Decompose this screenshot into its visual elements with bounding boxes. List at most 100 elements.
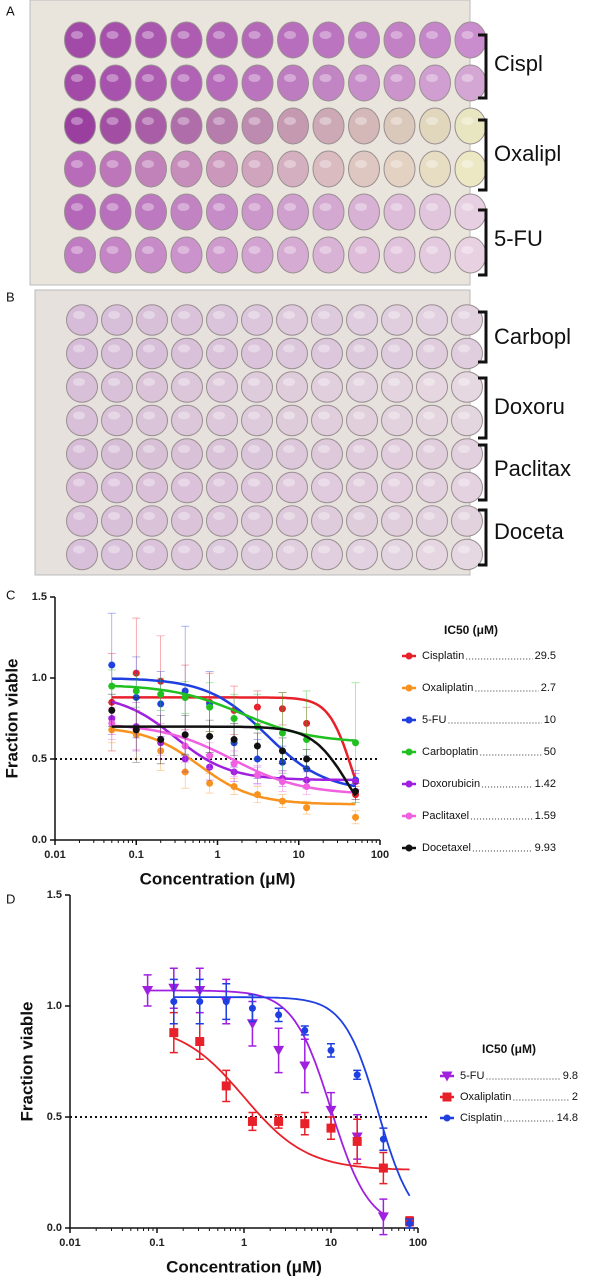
fit-curve bbox=[111, 724, 356, 794]
panel-label: D bbox=[6, 891, 15, 906]
x-tick-label: 0.01 bbox=[44, 849, 65, 861]
well bbox=[241, 438, 273, 470]
well bbox=[136, 304, 168, 336]
well-highlight bbox=[73, 512, 85, 520]
well-highlight bbox=[461, 203, 474, 211]
y-tick-label: 0.0 bbox=[47, 1222, 62, 1234]
well bbox=[451, 505, 483, 537]
well-highlight bbox=[388, 344, 400, 353]
data-point bbox=[327, 1046, 335, 1054]
well-highlight bbox=[73, 411, 85, 420]
well bbox=[101, 337, 133, 370]
well bbox=[454, 236, 487, 274]
well bbox=[66, 438, 98, 470]
well bbox=[64, 150, 96, 188]
panel-label: B bbox=[6, 289, 15, 304]
y-tick-label: 1.5 bbox=[47, 889, 62, 901]
well-highlight bbox=[108, 311, 120, 319]
y-tick-label: 1.0 bbox=[32, 672, 47, 684]
well-highlight bbox=[284, 203, 296, 211]
well-highlight bbox=[318, 545, 330, 554]
well-highlight bbox=[213, 203, 225, 211]
well-highlight bbox=[142, 246, 154, 254]
well bbox=[416, 505, 448, 537]
well-highlight bbox=[143, 445, 155, 453]
well-highlight bbox=[213, 246, 225, 254]
well bbox=[346, 304, 378, 336]
data-point bbox=[299, 1061, 311, 1072]
y-tick-label: 0.5 bbox=[47, 1111, 62, 1123]
well-highlight bbox=[353, 344, 365, 353]
plate-label: Cispl bbox=[494, 51, 543, 76]
well-highlight bbox=[213, 545, 225, 554]
well-highlight bbox=[426, 74, 438, 82]
well-highlight bbox=[106, 246, 119, 254]
well-highlight bbox=[73, 311, 85, 319]
well-highlight bbox=[142, 117, 154, 125]
data-point bbox=[142, 985, 154, 996]
well-highlight bbox=[178, 545, 190, 554]
well bbox=[311, 404, 343, 437]
data-point bbox=[253, 742, 261, 750]
legend-ic50: 29.5 bbox=[535, 650, 556, 662]
legend-ic50: 1.42 bbox=[535, 778, 556, 790]
well bbox=[348, 64, 380, 102]
legend-title: IC50 (μM) bbox=[444, 623, 498, 637]
well-highlight bbox=[143, 478, 155, 487]
well bbox=[311, 538, 343, 571]
well bbox=[136, 538, 168, 571]
data-point bbox=[405, 812, 413, 820]
well-highlight bbox=[248, 203, 261, 211]
fit-curve bbox=[173, 1037, 410, 1171]
well bbox=[451, 371, 483, 403]
well-highlight bbox=[390, 117, 403, 125]
data-point bbox=[303, 755, 311, 763]
well bbox=[99, 193, 132, 231]
well bbox=[451, 304, 483, 336]
well-highlight bbox=[71, 117, 83, 125]
data-point bbox=[132, 687, 140, 695]
well-highlight bbox=[388, 411, 400, 420]
well-highlight bbox=[319, 74, 332, 82]
data-point bbox=[377, 1212, 389, 1223]
well-highlight bbox=[248, 31, 261, 39]
x-tick-label: 100 bbox=[409, 1237, 427, 1249]
data-point bbox=[108, 682, 116, 690]
well-highlight bbox=[355, 246, 367, 254]
legend-title: IC50 (μM) bbox=[482, 1042, 536, 1056]
well-highlight bbox=[177, 246, 190, 254]
well-highlight bbox=[177, 74, 190, 82]
well bbox=[419, 64, 451, 102]
well-highlight bbox=[213, 378, 225, 386]
well bbox=[381, 337, 413, 370]
well-highlight bbox=[248, 160, 261, 168]
well bbox=[381, 404, 413, 437]
legend-name: Cisplatin bbox=[460, 1112, 502, 1124]
well bbox=[66, 505, 98, 537]
well-highlight bbox=[318, 411, 330, 420]
well bbox=[419, 21, 451, 59]
data-point bbox=[274, 1116, 284, 1126]
well-highlight bbox=[213, 31, 225, 39]
well bbox=[135, 193, 167, 231]
well bbox=[136, 371, 168, 403]
well bbox=[277, 107, 309, 145]
well-highlight bbox=[143, 378, 155, 386]
legend-name: Oxaliplatin bbox=[422, 682, 473, 694]
well-highlight bbox=[248, 512, 260, 520]
well bbox=[241, 107, 274, 145]
well-highlight bbox=[423, 378, 435, 386]
well-highlight bbox=[71, 203, 83, 211]
data-point bbox=[157, 736, 165, 744]
data-point bbox=[206, 703, 214, 711]
legend-name: Carboplatin bbox=[422, 746, 478, 758]
well bbox=[66, 304, 98, 336]
well bbox=[206, 538, 238, 571]
data-point bbox=[196, 998, 204, 1006]
well-highlight bbox=[458, 445, 470, 453]
data-point bbox=[405, 652, 413, 660]
well bbox=[346, 538, 378, 571]
well-highlight bbox=[283, 344, 295, 353]
well-highlight bbox=[248, 74, 261, 82]
well bbox=[136, 404, 168, 437]
